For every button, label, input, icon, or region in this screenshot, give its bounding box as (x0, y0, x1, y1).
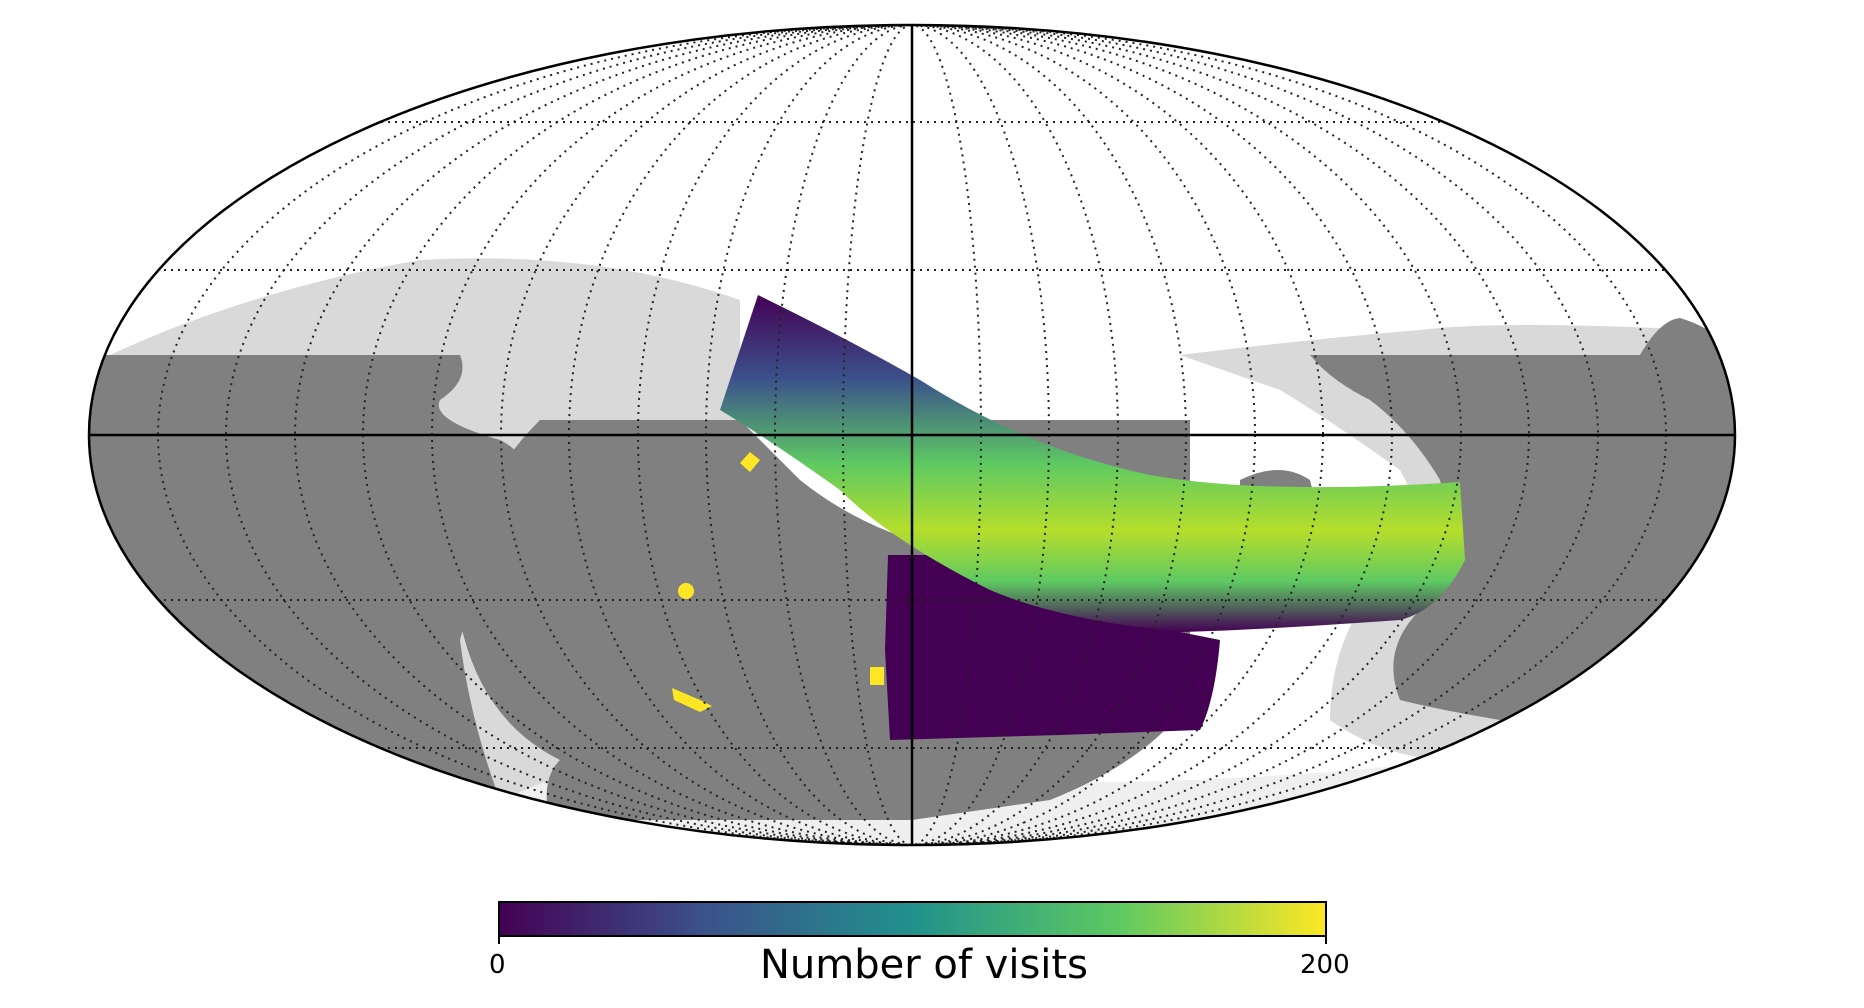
map-border (87, 23, 1737, 847)
dark-footprint-center (460, 420, 912, 820)
colorbar-max-label: 200 (1300, 950, 1350, 980)
colorbar (498, 901, 1327, 937)
survey-band (720, 295, 1465, 632)
colorbar-title: Number of visits (760, 942, 1088, 988)
colorbar-min-label: 0 (489, 950, 506, 980)
axes (89, 25, 1735, 845)
deep-drilling-field-4 (672, 688, 712, 712)
map-regions (89, 25, 1735, 845)
deep-drilling-field-2 (678, 583, 694, 599)
deep-drilling-field-1 (740, 452, 760, 472)
deep-drilling-field-3 (870, 667, 884, 685)
deep-survey-patch (885, 555, 1220, 740)
